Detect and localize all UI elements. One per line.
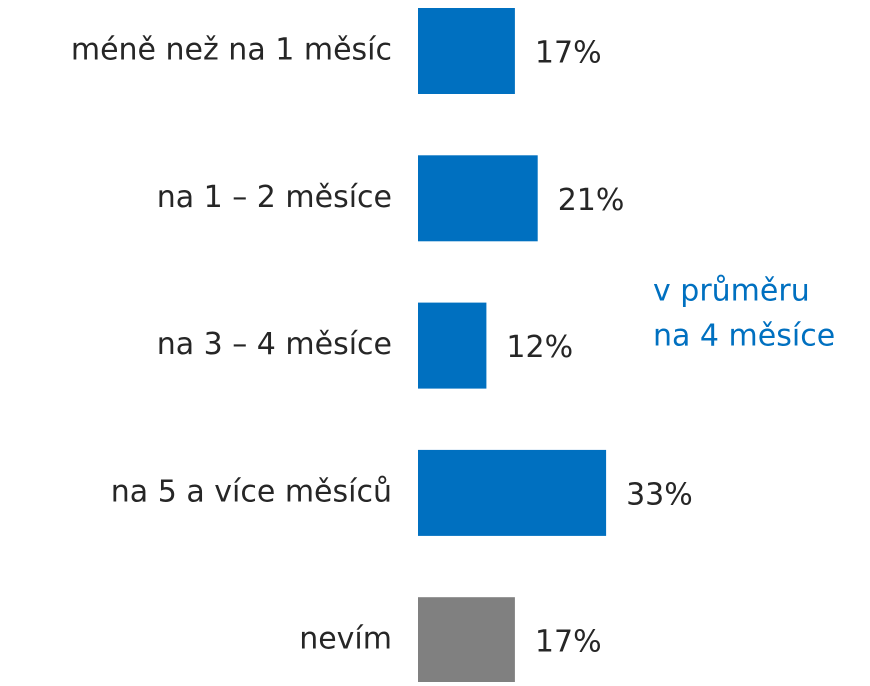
bar bbox=[418, 302, 487, 389]
value-label: 21% bbox=[558, 183, 625, 218]
bar bbox=[418, 8, 515, 94]
category-label: méně než na 1 měsíc bbox=[71, 33, 392, 68]
category-label: na 1 – 2 měsíce bbox=[157, 180, 392, 215]
bar bbox=[418, 449, 607, 536]
value-label: 33% bbox=[626, 477, 693, 512]
value-label: 12% bbox=[506, 330, 573, 365]
category-label: nevím bbox=[299, 622, 392, 657]
bar bbox=[418, 155, 538, 242]
bar bbox=[418, 597, 515, 684]
value-label: 17% bbox=[535, 36, 602, 71]
value-label: 17% bbox=[535, 625, 602, 660]
annotation-line: na 4 měsíce bbox=[653, 319, 835, 354]
annotation-line: v průměru bbox=[653, 274, 810, 309]
category-label: na 5 a více měsíců bbox=[111, 474, 392, 509]
category-label: na 3 – 4 měsíce bbox=[157, 327, 392, 362]
